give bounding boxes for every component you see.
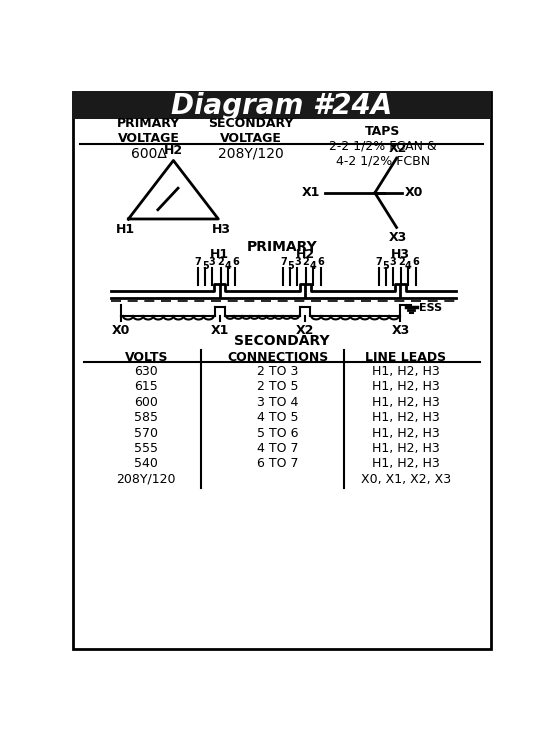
Text: 4 TO 5: 4 TO 5 (257, 411, 299, 424)
Text: 600Δ: 600Δ (131, 147, 167, 161)
Text: 2: 2 (398, 258, 405, 267)
Text: H2: H2 (164, 144, 183, 156)
Text: 5: 5 (287, 261, 294, 272)
Text: 4: 4 (405, 261, 411, 272)
Text: H1, H2, H3: H1, H2, H3 (372, 442, 440, 455)
Text: 615: 615 (134, 380, 158, 393)
Text: H3: H3 (391, 247, 410, 261)
Text: X1: X1 (301, 186, 320, 200)
Text: 7: 7 (195, 258, 201, 267)
Text: 3: 3 (294, 258, 301, 267)
Text: X2: X2 (389, 142, 408, 155)
Text: H2: H2 (295, 247, 315, 261)
Text: 4: 4 (310, 261, 316, 272)
Text: 630: 630 (134, 365, 158, 378)
Text: 7: 7 (375, 258, 382, 267)
Text: 585: 585 (134, 411, 158, 424)
Text: 570: 570 (134, 426, 158, 440)
Text: 2 TO 5: 2 TO 5 (257, 380, 299, 393)
Text: 2 TO 3: 2 TO 3 (257, 365, 299, 378)
Text: 6 TO 7: 6 TO 7 (257, 457, 299, 470)
Text: Diagram #24A: Diagram #24A (171, 92, 393, 120)
Text: H1: H1 (116, 223, 135, 236)
Text: H1, H2, H3: H1, H2, H3 (372, 365, 440, 378)
Text: PRIMARY
VOLTAGE: PRIMARY VOLTAGE (117, 117, 180, 145)
Text: 6: 6 (317, 258, 324, 267)
Text: ESS: ESS (419, 303, 442, 313)
Text: LINE LEADS: LINE LEADS (365, 352, 447, 364)
Text: X2: X2 (296, 324, 314, 337)
Text: PRIMARY: PRIMARY (246, 241, 317, 255)
Text: 3: 3 (209, 258, 216, 267)
Text: X0: X0 (405, 186, 424, 200)
Text: 600: 600 (134, 396, 158, 409)
Text: 2: 2 (217, 258, 224, 267)
Text: 7: 7 (280, 258, 287, 267)
Text: 6: 6 (232, 258, 239, 267)
Text: H1, H2, H3: H1, H2, H3 (372, 457, 440, 470)
Text: H3: H3 (212, 223, 231, 236)
Text: X3: X3 (392, 324, 410, 337)
Text: 5: 5 (202, 261, 208, 272)
Bar (73, 92, 491, 119)
Text: 555: 555 (134, 442, 158, 455)
Text: H1, H2, H3: H1, H2, H3 (372, 380, 440, 393)
Text: X0: X0 (112, 324, 131, 337)
Text: TAPS: TAPS (365, 125, 400, 138)
Text: 2-2 1/2% FCAN &
4-2 1/2% FCBN: 2-2 1/2% FCAN & 4-2 1/2% FCBN (329, 139, 437, 167)
Text: H1, H2, H3: H1, H2, H3 (372, 396, 440, 409)
Text: 3 TO 4: 3 TO 4 (257, 396, 299, 409)
Text: 2: 2 (302, 258, 309, 267)
Text: 540: 540 (134, 457, 158, 470)
Text: 5 TO 6: 5 TO 6 (257, 426, 299, 440)
Text: 208Y/120: 208Y/120 (218, 147, 284, 161)
Text: SECONDARY: SECONDARY (234, 335, 329, 349)
Text: 208Y/120: 208Y/120 (117, 473, 176, 486)
Text: 5: 5 (382, 261, 389, 272)
Text: CONNECTIONS: CONNECTIONS (227, 352, 329, 364)
Text: 3: 3 (389, 258, 396, 267)
Text: SECONDARY
VOLTAGE: SECONDARY VOLTAGE (208, 117, 294, 145)
Text: H1, H2, H3: H1, H2, H3 (372, 426, 440, 440)
Text: 6: 6 (412, 258, 419, 267)
Text: 4 TO 7: 4 TO 7 (257, 442, 299, 455)
Text: H1: H1 (210, 247, 229, 261)
Text: 4: 4 (224, 261, 231, 272)
Text: H1, H2, H3: H1, H2, H3 (372, 411, 440, 424)
Text: VOLTS: VOLTS (124, 352, 168, 364)
Text: X0, X1, X2, X3: X0, X1, X2, X3 (361, 473, 451, 486)
Text: X1: X1 (211, 324, 229, 337)
Text: X3: X3 (389, 230, 407, 244)
